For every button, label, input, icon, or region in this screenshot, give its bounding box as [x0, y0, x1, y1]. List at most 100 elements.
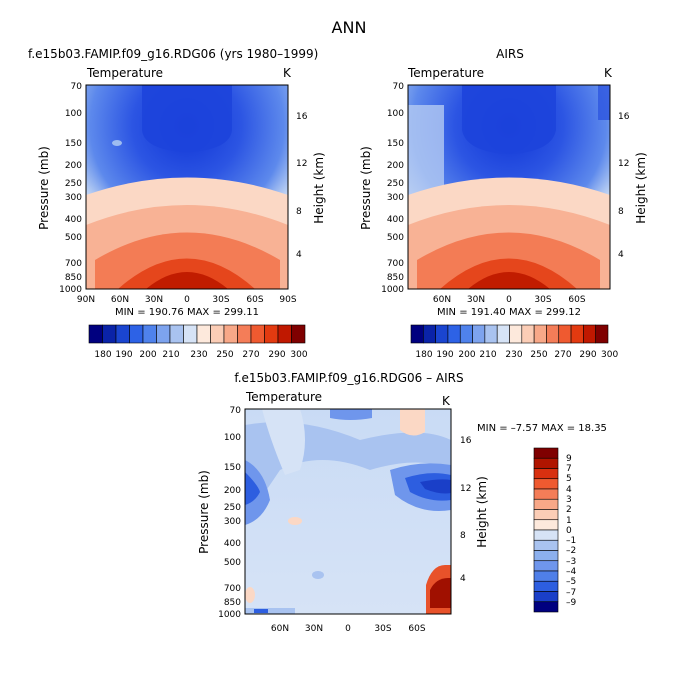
y-axis-label: Pressure (mb): [37, 146, 51, 230]
height-tick-label: 16: [460, 436, 472, 446]
height-tick-labels: 4 8 12 16: [296, 112, 308, 260]
colorbar-label: –9: [566, 598, 577, 608]
x-tick-label: 30N: [467, 295, 485, 305]
y-tick-label: 400: [387, 215, 404, 225]
y-tick-label: 200: [65, 161, 82, 171]
height-tick-label: 16: [618, 112, 630, 122]
colorbar-swatch: [533, 509, 559, 521]
x-tick-label: 60S: [408, 624, 425, 634]
panel-title: f.e15b03.FAMIP.f09_g16.RDG06 – AIRS: [234, 371, 463, 385]
colorbar-label: 230: [190, 350, 207, 360]
colorbar-label: 0: [566, 526, 572, 536]
y-tick-labels: 70 100 150 200 250 300 400 500 700 850 1…: [381, 82, 404, 295]
plot-field: [85, 84, 289, 290]
colorbar-label: 7: [566, 464, 572, 474]
height-tick-labels: 4 8 12 16: [460, 436, 472, 584]
colorbar-label: 300: [601, 350, 618, 360]
colorbar-label: 200: [458, 350, 475, 360]
y-axis-label-right: Height (km): [475, 476, 489, 547]
y-tick-label: 1000: [218, 610, 241, 620]
colorbar-label: 180: [415, 350, 432, 360]
colorbar-swatch: [435, 324, 449, 344]
y-tick-label: 250: [224, 503, 241, 513]
height-tick-label: 16: [296, 112, 308, 122]
panel-model: f.e15b03.FAMIP.f09_g16.RDG06 (yrs 1980–1…: [28, 47, 326, 360]
panel-stats: MIN = 191.40 MAX = 299.12: [437, 307, 581, 318]
height-tick-label: 8: [296, 207, 302, 217]
y-tick-label: 70: [393, 82, 405, 92]
x-tick-label: 30S: [374, 624, 391, 634]
colorbar-swatch: [533, 519, 559, 531]
panel-subtitle-right: K: [283, 66, 292, 80]
colorbar-label: –2: [566, 546, 576, 556]
colorbar-swatch: [291, 324, 306, 344]
y-tick-labels: 70 100 150 200 250 300 400 500 700 850 1…: [59, 82, 82, 295]
x-tick-label: 60N: [271, 624, 289, 634]
colorbar-labels: 180 190 200 210 230 250 270 290 300: [415, 350, 618, 360]
plot-field: [407, 84, 611, 290]
colorbar-swatch: [472, 324, 486, 344]
x-tick-labels: 60N 30N 0 30S 60S: [271, 624, 426, 634]
x-tick-label: 60N: [111, 295, 129, 305]
colorbar-swatch: [277, 324, 292, 344]
panel-subtitle-right: K: [604, 66, 613, 80]
colorbar-swatch: [533, 468, 559, 480]
panel-stats: MIN = 190.76 MAX = 299.11: [115, 307, 259, 318]
y-tick-label: 150: [224, 463, 241, 473]
plot-field: [244, 408, 452, 615]
colorbar: 180 190 200 210 230 250 270 290 300: [88, 324, 308, 360]
colorbar-label: 2: [566, 505, 572, 515]
height-tick-label: 4: [460, 574, 466, 584]
panel-obs: AIRS Temperature K 70 100 150 200 250 30…: [359, 47, 648, 360]
colorbar-label: 270: [554, 350, 571, 360]
y-tick-label: 300: [387, 193, 404, 203]
y-tick-label: 850: [224, 598, 241, 608]
colorbar-label: 250: [530, 350, 547, 360]
y-axis-label-right: Height (km): [634, 152, 648, 223]
y-tick-label: 70: [230, 406, 242, 416]
panel-subtitle-left: Temperature: [407, 66, 484, 80]
panel-title: AIRS: [496, 47, 524, 61]
colorbar-label: –1: [566, 536, 576, 546]
colorbar-swatch: [533, 478, 559, 490]
colorbar-label: 190: [436, 350, 453, 360]
colorbar-swatch: [129, 324, 144, 344]
x-tick-labels: 60N 30N 0 30S 60S: [433, 295, 586, 305]
colorbar-swatch: [102, 324, 117, 344]
y-tick-label: 400: [224, 539, 241, 549]
colorbar-swatch: [533, 488, 559, 500]
colorbar-swatch: [521, 324, 535, 344]
height-tick-label: 8: [460, 531, 466, 541]
colorbar-swatch: [533, 550, 559, 562]
colorbar-swatch: [156, 324, 171, 344]
colorbar-label: 3: [566, 495, 572, 505]
y-tick-label: 300: [224, 517, 241, 527]
x-tick-label: 60S: [246, 295, 263, 305]
colorbar-swatch: [88, 324, 103, 344]
panel-title: f.e15b03.FAMIP.f09_g16.RDG06 (yrs 1980–1…: [28, 47, 318, 61]
colorbar-label: 210: [162, 350, 179, 360]
page-title: ANN: [332, 18, 367, 37]
colorbar-label: –5: [566, 577, 576, 587]
y-tick-label: 700: [65, 259, 82, 269]
y-tick-label: 700: [224, 584, 241, 594]
x-tick-labels: 90N 60N 30N 0 30S 60S 90S: [77, 295, 297, 305]
colorbar-label: 180: [94, 350, 111, 360]
y-tick-label: 250: [65, 179, 82, 189]
y-axis-label: Pressure (mb): [359, 146, 373, 230]
colorbar-swatch: [196, 324, 211, 344]
colorbar-label: 5: [566, 474, 572, 484]
height-tick-label: 4: [618, 250, 624, 260]
colorbar-swatch: [115, 324, 130, 344]
y-tick-label: 400: [65, 215, 82, 225]
panel-subtitle-left: Temperature: [245, 390, 322, 404]
colorbar-swatch: [533, 560, 559, 572]
colorbar-swatch: [558, 324, 572, 344]
y-tick-label: 850: [387, 273, 404, 283]
y-tick-label: 500: [65, 233, 82, 243]
x-tick-label: 0: [184, 295, 190, 305]
colorbar-swatch: [595, 324, 609, 344]
height-tick-label: 8: [618, 207, 624, 217]
y-tick-label: 500: [224, 558, 241, 568]
colorbar-swatch: [570, 324, 584, 344]
